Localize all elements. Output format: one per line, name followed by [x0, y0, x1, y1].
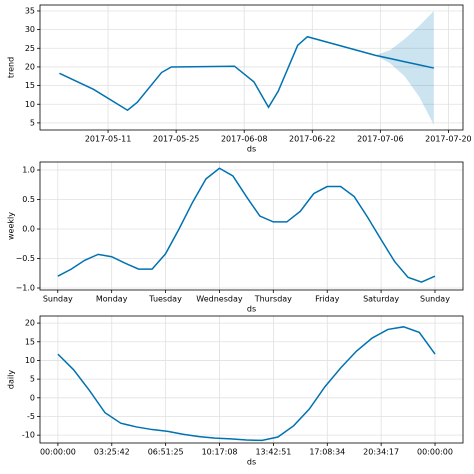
x-tick-label: 06:51:25: [148, 448, 184, 457]
line: [59, 35, 434, 112]
x-tick-label: Saturday: [363, 295, 399, 304]
x-tick-label: Monday: [96, 295, 128, 304]
x-tick-label: Sunday: [420, 295, 450, 304]
y-tick-label: 0.0: [22, 225, 35, 234]
y-tick-label: 10: [25, 100, 35, 109]
x-tick-label: 00:00:00: [417, 448, 453, 457]
x-tick-label: 2017-05-11: [85, 135, 132, 144]
x-axis-label: ds: [247, 305, 256, 314]
y-tick-label: 20: [25, 319, 35, 328]
axes-frame: [39, 161, 464, 291]
x-tick-label: 03:25:42: [94, 448, 130, 457]
axes-frame: [39, 4, 464, 131]
y-axis-label: weekly: [7, 212, 16, 240]
y-tick-label: −1.0: [16, 283, 35, 292]
y-tick-label: 30: [25, 25, 35, 34]
x-tick-label: 13:42:51: [255, 448, 291, 457]
y-tick-label: 10: [25, 356, 35, 365]
x-tick-label: 2017-07-06: [357, 135, 404, 144]
y-tick-label: -5: [27, 412, 35, 421]
y-tick-label: 0: [30, 393, 35, 402]
y-axis-label: trend: [7, 57, 16, 78]
x-tick-label: Sunday: [43, 295, 73, 304]
x-tick-label: 2017-06-08: [221, 135, 268, 144]
y-tick-label: 15: [25, 337, 35, 346]
x-tick-label: 2017-06-22: [289, 135, 336, 144]
x-tick-label: Tuesday: [148, 295, 182, 304]
x-tick-label: Wednesday: [196, 295, 243, 304]
y-tick-label: 15: [25, 81, 35, 90]
x-axis-label: ds: [247, 145, 256, 154]
axes-frame: [39, 315, 464, 444]
uncertainty-band: [375, 10, 434, 125]
y-tick-label: 0.5: [22, 195, 35, 204]
y-axis-label: daily: [7, 370, 16, 389]
x-tick-label: Friday: [315, 295, 340, 304]
y-tick-label: 20: [25, 62, 35, 71]
line: [57, 167, 436, 283]
y-tick-label: 25: [25, 44, 35, 53]
x-tick-label: 20:34:17: [363, 448, 399, 457]
line: [57, 326, 436, 442]
y-tick-label: -10: [22, 431, 35, 440]
x-tick-label: 17:08:34: [309, 448, 345, 457]
x-tick-label: 00:00:00: [40, 448, 76, 457]
y-tick-label: 1.0: [22, 166, 35, 175]
y-tick-label: −0.5: [16, 254, 35, 263]
x-tick-label: 2017-05-25: [153, 135, 200, 144]
x-tick-label: 10:17:08: [202, 448, 238, 457]
x-tick-label: 2017-07-20: [425, 135, 472, 144]
y-tick-label: 35: [25, 6, 35, 15]
y-tick-label: 5: [30, 375, 35, 384]
x-tick-label: Thursday: [254, 295, 292, 304]
y-tick-label: 5: [30, 118, 35, 127]
x-axis-label: ds: [247, 458, 256, 467]
